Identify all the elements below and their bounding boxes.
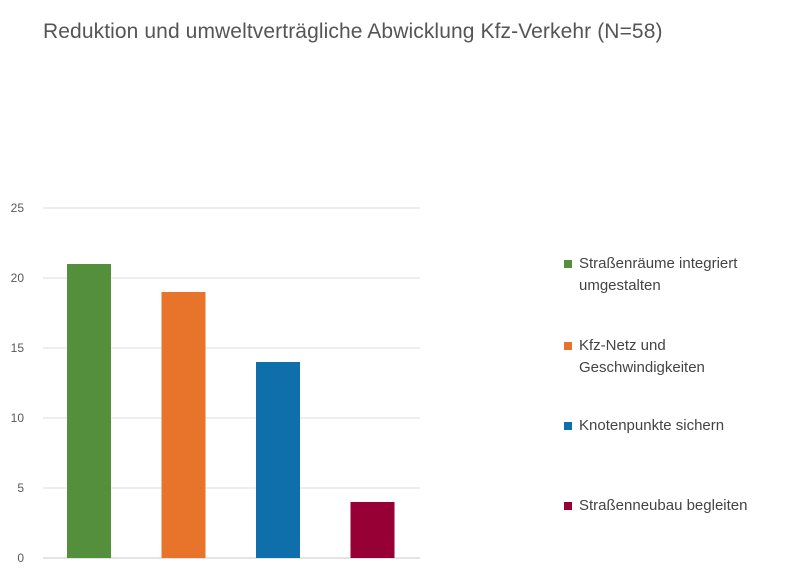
y-tick-label: 20	[11, 271, 25, 285]
legend-item-1: Straßenräume integriert umgestalten	[564, 253, 794, 297]
bar-4	[350, 502, 395, 558]
y-tick-label: 0	[17, 551, 24, 565]
y-tick-label: 5	[17, 481, 24, 495]
y-tick-label: 10	[11, 411, 25, 425]
bars	[67, 264, 395, 558]
legend-item-2: Kfz-Netz und Geschwindigkeiten	[564, 335, 794, 379]
y-tick-label: 15	[11, 341, 25, 355]
bar-2	[161, 292, 206, 558]
legend-label: Knotenpunkte sichern	[579, 417, 725, 434]
legend-label: Kfz-Netz und	[579, 337, 666, 354]
legend-swatch	[564, 422, 572, 430]
y-axis-ticks: 0 5 10 15 20 25	[11, 201, 25, 565]
y-tick-label: 25	[11, 201, 25, 215]
legend-label: Geschwindigkeiten	[579, 359, 705, 376]
chart-title: Reduktion und umweltverträgliche Abwickl…	[43, 20, 663, 43]
legend-item-3: Knotenpunkte sichern	[564, 415, 794, 437]
legend-swatch	[564, 260, 572, 268]
bar-1	[67, 264, 111, 558]
legend-label: Straßenneubau begleiten	[579, 497, 748, 514]
bar-3	[256, 362, 300, 558]
legend-swatch	[564, 502, 572, 510]
legend-label: Straßenräume integriert	[579, 255, 738, 272]
legend-label: umgestalten	[579, 277, 661, 294]
legend-item-4: Straßenneubau begleiten	[564, 495, 794, 517]
legend-swatch	[564, 342, 572, 350]
